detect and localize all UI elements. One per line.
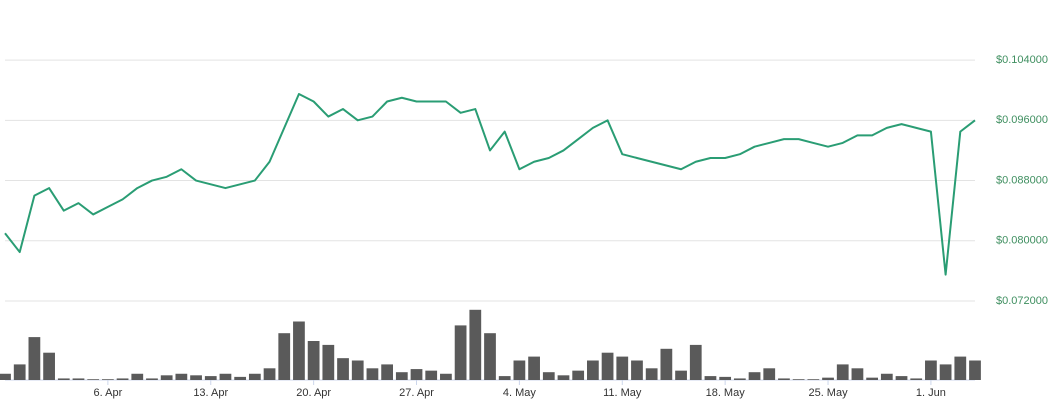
volume-bar bbox=[102, 379, 114, 380]
volume-bar bbox=[645, 368, 658, 380]
volume-bar bbox=[954, 356, 967, 380]
volume-bar bbox=[910, 378, 923, 380]
volume-bar bbox=[469, 309, 482, 380]
volume-bar bbox=[381, 364, 393, 380]
y-tick-label: $0.072000 bbox=[996, 295, 1048, 307]
volume-bar bbox=[484, 333, 496, 380]
volume-bar bbox=[13, 364, 26, 380]
volume-bar bbox=[528, 356, 540, 380]
volume-bar bbox=[587, 360, 599, 380]
volume-bar bbox=[131, 373, 144, 380]
volume-bar bbox=[307, 341, 320, 380]
volume-bar bbox=[513, 360, 526, 380]
volume-bar bbox=[925, 360, 937, 380]
volume-bar bbox=[822, 377, 834, 380]
volume-bar bbox=[204, 376, 217, 380]
volume-bar bbox=[337, 358, 349, 380]
x-tick-label: 1. Jun bbox=[916, 387, 946, 399]
volume-bar bbox=[72, 378, 85, 380]
volume-bar bbox=[542, 372, 555, 380]
volume-bar bbox=[895, 376, 908, 380]
volume-bar bbox=[778, 378, 790, 380]
x-tick-label: 13. Apr bbox=[193, 387, 228, 399]
volume-bar bbox=[719, 376, 732, 380]
volume-bar bbox=[57, 378, 70, 380]
x-tick-label: 11. May bbox=[603, 387, 642, 399]
volume-bar bbox=[616, 356, 629, 380]
volume-bar bbox=[322, 344, 335, 380]
volume-bar bbox=[748, 372, 761, 380]
x-tick-label: 25. May bbox=[808, 387, 848, 399]
volume-bar bbox=[792, 379, 805, 380]
volume-bar bbox=[836, 364, 849, 380]
y-tick-label: $0.080000 bbox=[996, 235, 1048, 247]
volume-bar bbox=[248, 373, 261, 380]
volume-bar bbox=[866, 377, 878, 380]
volume-bar bbox=[175, 373, 188, 380]
volume-bar bbox=[116, 378, 129, 380]
volume-bar bbox=[28, 337, 41, 380]
x-tick-label: 6. Apr bbox=[94, 387, 123, 399]
volume-bar bbox=[704, 376, 717, 380]
volume-bar bbox=[366, 368, 379, 380]
volume-bar bbox=[0, 373, 11, 380]
volume-bar bbox=[87, 379, 100, 380]
volume-bar bbox=[410, 369, 423, 380]
volume-bar bbox=[969, 360, 981, 380]
volume-bar bbox=[278, 333, 291, 380]
volume-bar bbox=[454, 325, 467, 380]
volume-bar bbox=[880, 373, 893, 380]
volume-bar bbox=[146, 378, 158, 380]
volume-bar bbox=[807, 379, 820, 380]
volume-bar bbox=[675, 370, 687, 380]
y-tick-label: $0.096000 bbox=[996, 114, 1048, 126]
volume-bar bbox=[572, 370, 585, 380]
volume-bar bbox=[498, 376, 511, 380]
x-tick-label: 18. May bbox=[706, 387, 746, 399]
x-tick-label: 20. Apr bbox=[296, 387, 331, 399]
volume-bar bbox=[263, 368, 276, 380]
volume-bar bbox=[293, 321, 305, 380]
volume-bar bbox=[631, 360, 643, 380]
volume-bar bbox=[733, 378, 746, 380]
price-line bbox=[4, 92, 976, 276]
volume-bar bbox=[557, 375, 570, 380]
volume-bar bbox=[234, 376, 247, 380]
volume-bar bbox=[851, 368, 864, 380]
volume-bar bbox=[425, 370, 438, 380]
volume-bar bbox=[763, 368, 776, 380]
volume-bar bbox=[601, 352, 614, 380]
y-tick-label: $0.104000 bbox=[996, 54, 1048, 66]
volume-bar bbox=[160, 375, 173, 380]
volume-bar bbox=[939, 364, 952, 380]
volume-bar bbox=[440, 373, 452, 380]
volume-bar bbox=[395, 372, 408, 380]
volume-bar bbox=[43, 352, 55, 380]
x-tick-label: 4. May bbox=[503, 387, 537, 399]
volume-bar bbox=[660, 348, 673, 380]
volume-bar bbox=[219, 373, 232, 380]
volume-bar bbox=[689, 344, 702, 380]
y-tick-label: $0.088000 bbox=[996, 174, 1048, 186]
x-tick-label: 27. Apr bbox=[399, 387, 434, 399]
volume-bar bbox=[190, 375, 202, 380]
volume-bar bbox=[351, 360, 364, 380]
